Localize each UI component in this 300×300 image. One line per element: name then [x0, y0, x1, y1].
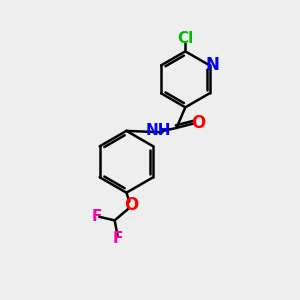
Text: N: N	[206, 56, 219, 74]
Text: O: O	[191, 115, 206, 133]
Text: O: O	[124, 196, 138, 214]
Text: F: F	[91, 209, 102, 224]
Text: Cl: Cl	[177, 31, 194, 46]
Text: F: F	[112, 231, 123, 246]
Text: NH: NH	[146, 123, 172, 138]
